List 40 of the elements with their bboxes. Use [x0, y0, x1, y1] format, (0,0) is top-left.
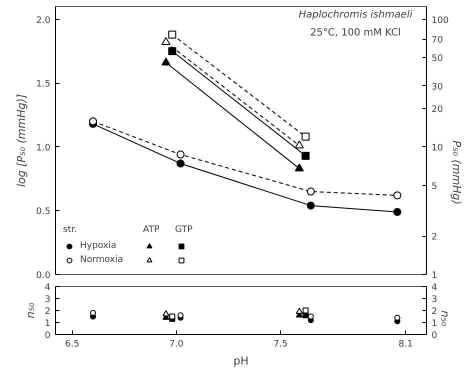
y-tick-label: 1 — [44, 319, 51, 329]
y-tick-label: 1.5 — [36, 80, 51, 90]
y2-tick-label: 0 — [432, 331, 438, 341]
annotation: str. — [63, 225, 78, 235]
y2-tick-label: 4 — [432, 283, 438, 293]
y-tick-label: 2 — [44, 307, 51, 317]
annotation: Haplochromis ishmaeli — [298, 10, 413, 20]
x-tick-label: 8.1 — [398, 340, 413, 350]
y-tick-label: 2.0 — [36, 16, 51, 26]
y2-tick-label: 2 — [432, 232, 438, 243]
y2-axis-title: n₅₀ — [438, 310, 452, 327]
y2-tick-label: 2 — [432, 307, 438, 317]
y-tick-label: 4 — [44, 283, 51, 293]
y-tick-label: 0 — [44, 331, 51, 341]
annotation: 25°C, 100 mM KCl — [310, 28, 401, 38]
y-tick-label: 1.0 — [36, 143, 51, 154]
y2-tick-label: 3 — [432, 295, 438, 305]
y2-tick-label: 1 — [432, 319, 438, 329]
y2-tick-label: 50 — [432, 54, 444, 64]
y2-tick-label: 20 — [432, 104, 444, 115]
y-tick-label: 0.5 — [36, 207, 51, 218]
annotation: GTP — [175, 225, 194, 235]
y-axis-title: n₅₀ — [24, 302, 37, 318]
x-tick-label: 6.5 — [65, 340, 80, 350]
x-tick-label: 7.5 — [273, 340, 288, 350]
y2-tick-label: 10 — [432, 143, 444, 154]
legend-label: Hypoxia — [80, 240, 116, 252]
y-tick-label: 0.0 — [36, 271, 51, 281]
y2-tick-label: 70 — [432, 36, 444, 46]
y2-axis-title: P₅₀ (mmHg) — [450, 140, 464, 205]
y-tick-label: 3 — [44, 295, 51, 305]
y2-tick-label: 1 — [432, 271, 438, 281]
y2-tick-label: 5 — [432, 182, 438, 192]
annotation: ATP — [143, 225, 160, 235]
x-axis-title: pH — [233, 354, 249, 368]
y-axis-title: log [P₅₀ (mmHg)] — [15, 94, 28, 188]
x-tick-label: 7.0 — [169, 340, 184, 350]
y2-tick-label: 30 — [432, 82, 444, 92]
y2-tick-label: 100 — [432, 16, 449, 26]
legend-label: Normoxia — [80, 254, 124, 266]
